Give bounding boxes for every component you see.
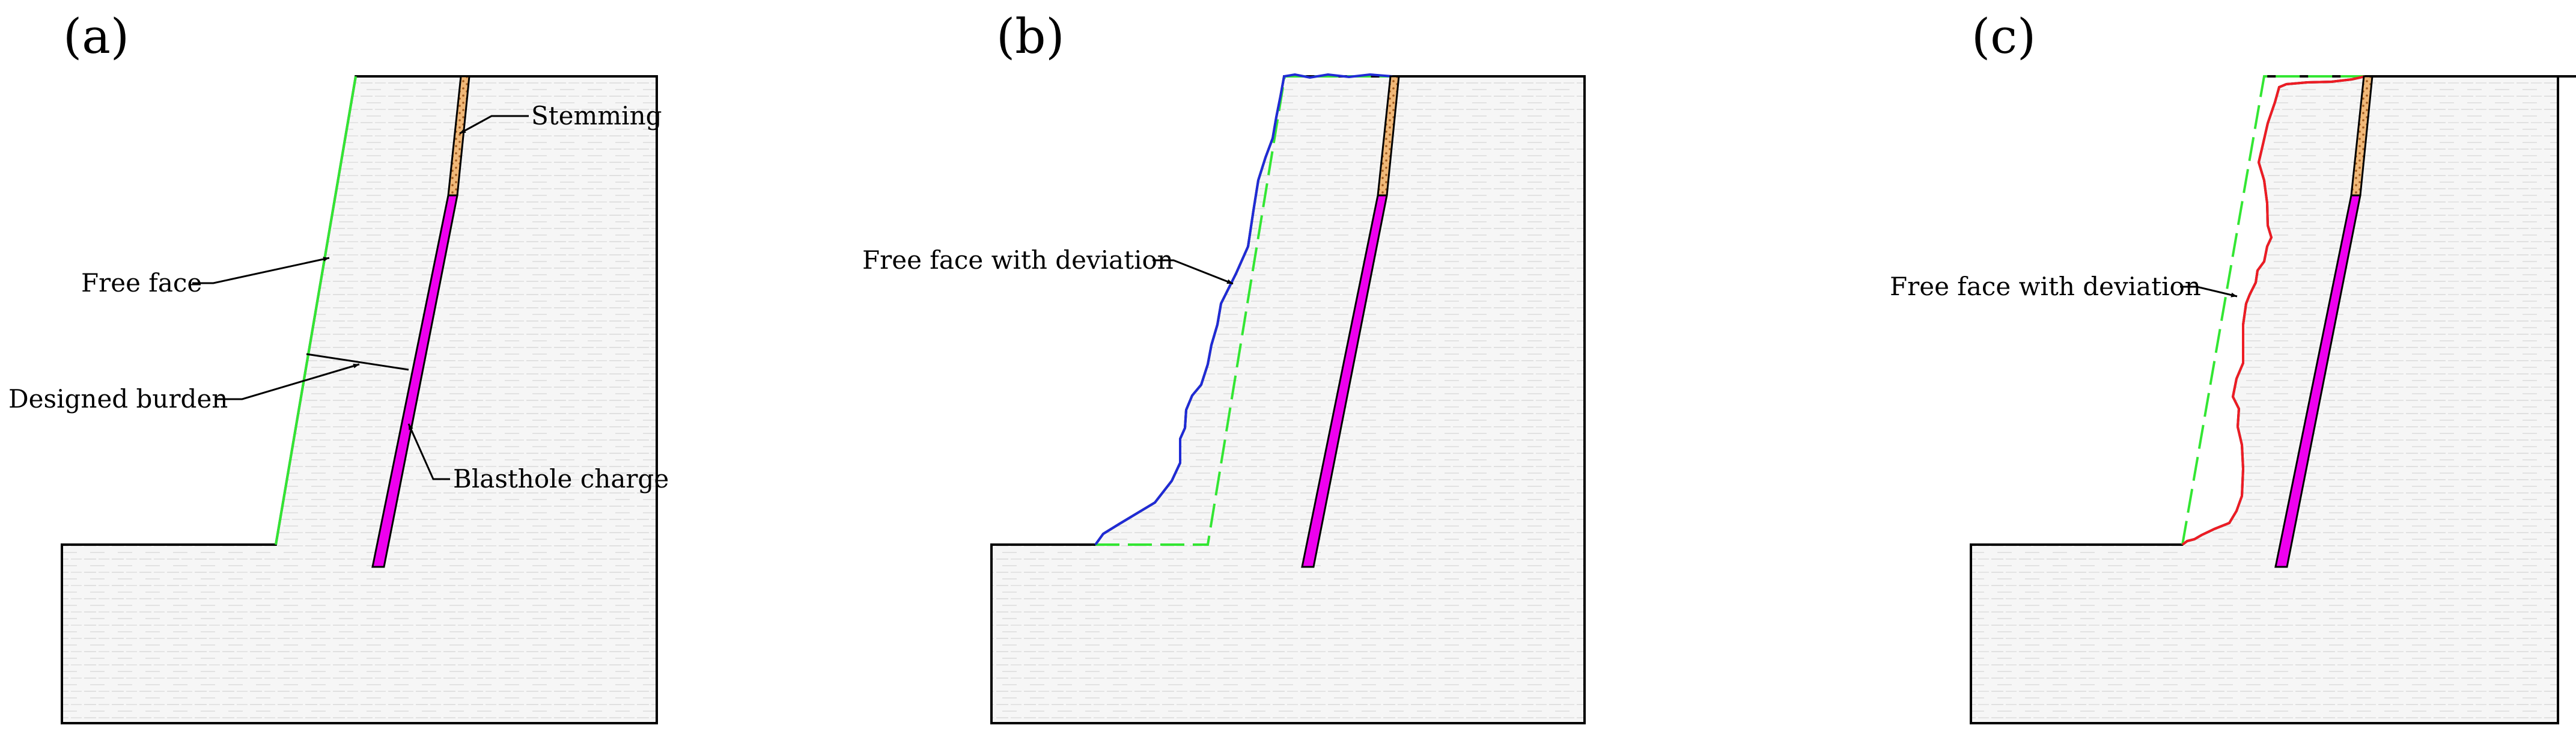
designed-burden-label: Designed burden	[8, 384, 228, 414]
panel-b: (b) Free face with deviation	[862, 8, 1586, 724]
stemming-leader	[459, 115, 529, 135]
free-face-deviation-label: Free face with deviation	[862, 245, 1174, 275]
rock-mass-c	[1970, 75, 2576, 724]
charge-leader	[407, 423, 450, 480]
deviation-leader	[1153, 259, 1234, 285]
panel-c: (c) Free face with deviation	[1890, 8, 2576, 724]
free-face-deviation-label: Free face with deviation	[1890, 272, 2201, 301]
deviation-leader	[2180, 286, 2238, 298]
free-face-leader	[192, 257, 330, 284]
rock-mass-b	[990, 75, 1586, 724]
burden-line	[306, 353, 409, 371]
free-face-line	[275, 76, 357, 545]
deviated-free-face-red	[2181, 75, 2366, 546]
panel-c-tag: (c)	[1972, 8, 2036, 64]
blasthole-charge-column	[371, 194, 458, 568]
panel-a-tag: (a)	[63, 8, 129, 64]
panel-a: (a) Stemming Free face Designed burden B…	[8, 8, 669, 724]
stemming-label: Stemming	[531, 101, 662, 130]
blasthole-charge-column	[2274, 194, 2361, 568]
design-free-face-dashed	[2181, 75, 2365, 545]
free-face-label: Free face	[81, 268, 202, 298]
panel-b-tag: (b)	[996, 8, 1065, 64]
blasthole-charge-label: Blasthole charge	[453, 464, 669, 494]
burden-leader	[216, 363, 360, 400]
deviated-free-face-blue	[1094, 73, 1393, 546]
blasthole-charge-column	[1301, 194, 1388, 568]
rock-mass-a	[61, 75, 658, 724]
